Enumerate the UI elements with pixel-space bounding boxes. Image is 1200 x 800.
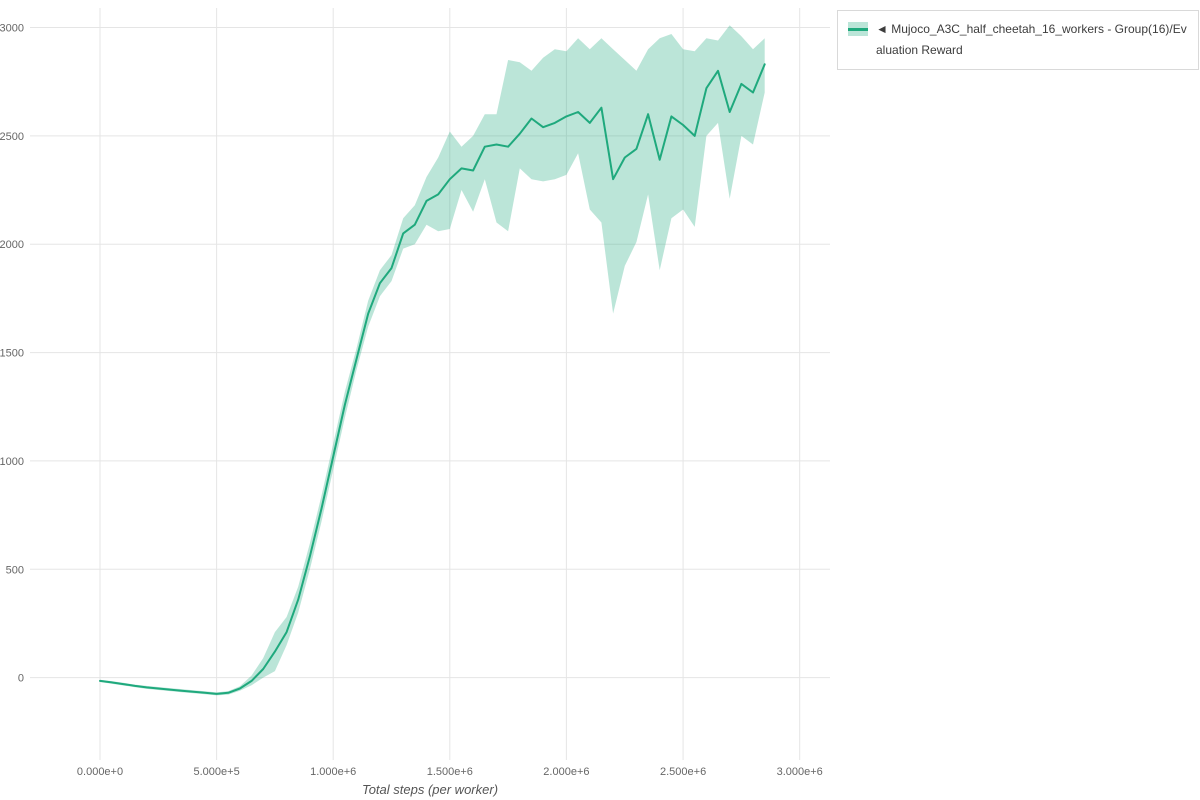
x-tick-label: 1.500e+6: [427, 766, 473, 778]
legend: ◄ Mujoco_A3C_half_cheetah_16_workers - G…: [837, 10, 1199, 70]
mean-line: [99, 63, 766, 695]
y-tick-label: 2000: [0, 239, 24, 251]
y-tick-label: 500: [6, 564, 24, 576]
legend-label: ◄ Mujoco_A3C_half_cheetah_16_workers - G…: [876, 22, 1187, 57]
x-tick-label: 3.000e+6: [777, 766, 823, 778]
x-axis-title: Total steps (per worker): [361, 782, 499, 797]
confidence-band: [100, 25, 765, 696]
x-tick-label: 1.000e+6: [310, 766, 356, 778]
y-tick-label: 1500: [0, 348, 24, 360]
y-tick-label: 2500: [0, 131, 24, 143]
x-tick-label: 5.000e+5: [194, 766, 240, 778]
y-tick-label: 0: [18, 673, 24, 685]
plot-area[interactable]: 0.000e+0 5.000e+5 1.000e+6 1.500e+6 2.000e+6…: [0, 0, 840, 800]
y-tick-label: 3000: [0, 23, 24, 35]
series-swatch-line-icon: [848, 27, 868, 31]
legend-item[interactable]: ◄ Mujoco_A3C_half_cheetah_16_workers - G…: [848, 19, 1188, 61]
x-tick-label: 2.500e+6: [660, 766, 706, 778]
y-tick-label: 1000: [0, 456, 24, 468]
series-swatch-icon: [848, 22, 868, 36]
x-tick-label: 0.000e+0: [77, 766, 123, 778]
x-tick-label: 2.000e+6: [543, 766, 589, 778]
